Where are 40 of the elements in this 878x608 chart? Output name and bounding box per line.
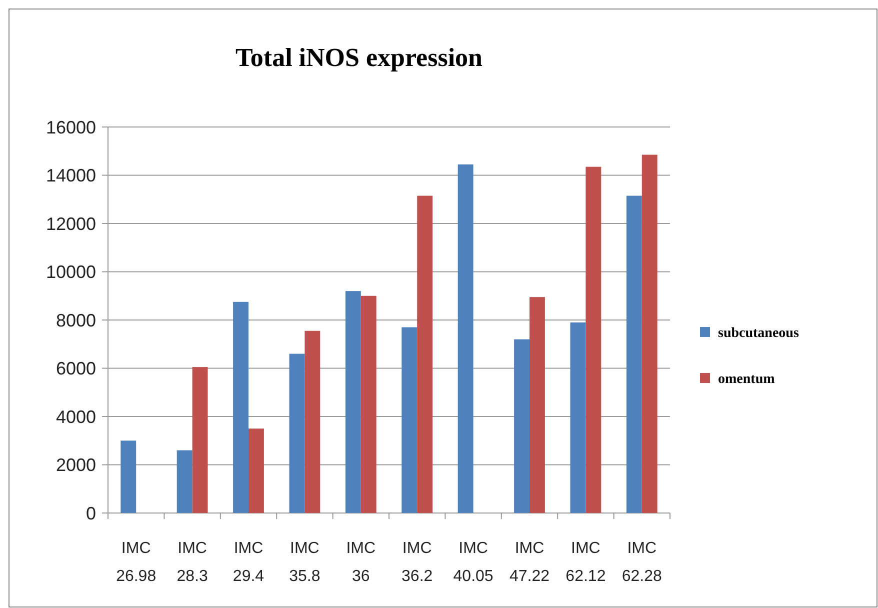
- x-tick-label: IMC 36.2: [402, 540, 433, 585]
- bar: [192, 367, 208, 513]
- bar: [570, 322, 586, 513]
- x-tick-label: IMC 62.28: [622, 540, 662, 585]
- bar: [176, 450, 192, 513]
- bar: [530, 297, 545, 513]
- bar: [289, 354, 305, 513]
- bar: [120, 440, 136, 513]
- x-tick-label: IMC 40.05: [453, 540, 494, 585]
- bar: [345, 291, 361, 513]
- y-tick-label: 12000: [46, 214, 96, 234]
- x-tick-label: IMC 28.3: [176, 540, 208, 585]
- y-tick-label: 10000: [46, 262, 96, 282]
- bar: [248, 428, 264, 513]
- y-tick-label: 4000: [56, 406, 96, 427]
- y-tick-label: 2000: [56, 455, 96, 476]
- bar: [626, 196, 642, 513]
- x-tick-label: IMC 29.4: [232, 540, 264, 585]
- x-tick-label: IMC 26.98: [116, 540, 156, 585]
- bar: [586, 166, 602, 513]
- y-tick-label: 0: [86, 503, 96, 524]
- bar: [417, 196, 433, 513]
- legend-label: subcutaneous: [718, 326, 800, 341]
- bar: [514, 339, 530, 513]
- x-tick-label: IMC 62.12: [566, 540, 606, 585]
- bar: [458, 164, 474, 513]
- x-tick-label: IMC 36: [346, 540, 376, 585]
- bar: [360, 296, 376, 513]
- bar: [304, 330, 320, 513]
- bar: [402, 327, 418, 513]
- y-tick-label: 6000: [56, 358, 96, 379]
- legend-label: omentum: [718, 372, 776, 387]
- y-tick-label: 16000: [46, 117, 96, 138]
- x-tick-label: IMC 35.8: [289, 540, 320, 585]
- y-tick-label: 8000: [56, 310, 96, 330]
- chart-title: Total iNOS expression: [235, 43, 484, 72]
- bar: [233, 302, 248, 513]
- bar: [642, 154, 658, 513]
- x-tick-label: IMC 47.22: [509, 540, 550, 585]
- y-tick-label: 14000: [46, 166, 96, 186]
